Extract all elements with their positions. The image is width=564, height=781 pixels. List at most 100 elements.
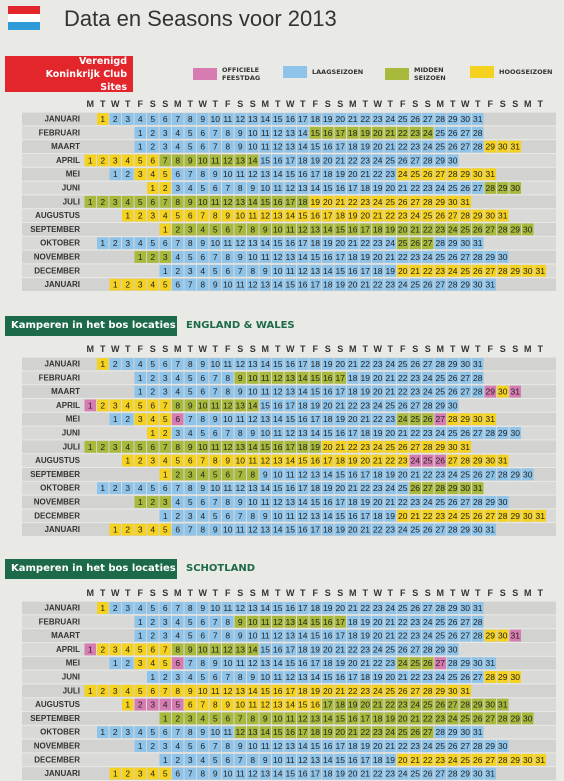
day-number: 1: [138, 252, 143, 262]
day-number: 29: [473, 211, 483, 221]
day-number: 16: [273, 442, 283, 452]
day-number: 7: [213, 252, 218, 262]
day-number: 31: [536, 755, 546, 765]
weekday-label: S: [512, 344, 518, 354]
day-cell: [359, 726, 371, 739]
day-number: 18: [298, 155, 308, 165]
weekday-label: S: [162, 99, 168, 109]
weekday-label: S: [425, 344, 431, 354]
day-cell: [297, 385, 309, 398]
day-number: 23: [423, 428, 433, 438]
day-number: 27: [411, 197, 421, 207]
day-number: 21: [373, 211, 383, 221]
weekday-label: M: [174, 344, 182, 354]
day-cell: [409, 440, 421, 453]
month-label: JULI: [63, 197, 80, 206]
day-cell: [259, 140, 271, 153]
day-cell: [284, 237, 296, 250]
day-cell: [459, 278, 471, 291]
day-cell: [359, 615, 371, 628]
day-number: 19: [336, 414, 346, 424]
day-cell: [184, 209, 196, 222]
day-number: 22: [423, 469, 433, 479]
day-number: 25: [423, 211, 433, 221]
day-cell: [484, 251, 496, 263]
day-cell: [234, 440, 246, 453]
day-number: 22: [423, 511, 433, 521]
day-cell: [259, 154, 271, 167]
day-number: 4: [150, 658, 155, 668]
day-number: 8: [250, 511, 255, 521]
day-cell: [422, 358, 434, 370]
day-number: 21: [398, 672, 408, 682]
day-cell: [384, 615, 396, 628]
day-cell: [422, 195, 434, 208]
day-cell: [322, 684, 334, 697]
day-number: 26: [448, 631, 458, 641]
day-number: 30: [473, 769, 483, 779]
day-number: 7: [163, 400, 168, 410]
day-number: 3: [163, 617, 168, 627]
day-cell: [259, 440, 271, 453]
day-number: 6: [213, 672, 218, 682]
day-number: 28: [448, 769, 458, 779]
day-number: 29: [486, 142, 496, 152]
day-cell: [184, 195, 196, 208]
day-cell: [409, 643, 421, 656]
day-number: 10: [211, 483, 221, 493]
month-label: OKTOBER: [40, 239, 80, 248]
day-number: 18: [348, 142, 358, 152]
day-cell: [409, 140, 421, 153]
day-cell: [172, 358, 184, 370]
day-cell: [384, 454, 396, 467]
day-cell: [359, 182, 371, 194]
day-number: 22: [348, 644, 358, 654]
day-number: 4: [125, 644, 130, 654]
day-cell: [284, 712, 296, 725]
day-cell: [172, 371, 184, 384]
day-cell: [384, 237, 396, 250]
day-number: 25: [461, 511, 471, 521]
month-label: NOVEMBER: [34, 742, 80, 751]
day-number: 9: [250, 428, 255, 438]
day-number: 1: [138, 387, 143, 397]
day-number: 2: [150, 128, 155, 138]
day-cell: [159, 278, 171, 291]
day-number: 20: [323, 155, 333, 165]
day-number: 30: [448, 644, 458, 654]
day-cell: [409, 712, 421, 725]
day-cell: [397, 223, 409, 236]
day-number: 3: [163, 252, 168, 262]
day-cell: [447, 643, 459, 656]
day-cell: [109, 657, 121, 670]
day-number: 6: [150, 442, 155, 452]
day-number: 1: [138, 617, 143, 627]
day-cell: [209, 740, 221, 752]
day-number: 26: [436, 456, 446, 466]
weekday-label: W: [374, 99, 383, 109]
day-cell: [322, 615, 334, 628]
day-number: 27: [411, 686, 421, 696]
day-number: 11: [273, 428, 282, 438]
day-cell: [109, 643, 121, 656]
day-cell: [222, 385, 234, 398]
day-cell: [284, 698, 296, 711]
day-cell: [159, 629, 171, 642]
day-number: 5: [138, 197, 143, 207]
day-number: 27: [461, 617, 471, 627]
day-cell: [384, 740, 396, 752]
day-number: 14: [323, 713, 333, 723]
day-cell: [197, 413, 209, 426]
day-cell: [259, 602, 271, 614]
day-cell: [284, 454, 296, 467]
day-number: 16: [273, 197, 283, 207]
weekday-label: M: [87, 99, 95, 109]
day-number: 15: [261, 686, 271, 696]
day-cell: [359, 509, 371, 522]
day-cell: [359, 454, 371, 467]
day-number: 10: [223, 280, 233, 290]
day-cell: [209, 358, 221, 370]
day-cell: [359, 496, 371, 508]
day-cell: [197, 629, 209, 642]
day-number: 30: [448, 442, 458, 452]
